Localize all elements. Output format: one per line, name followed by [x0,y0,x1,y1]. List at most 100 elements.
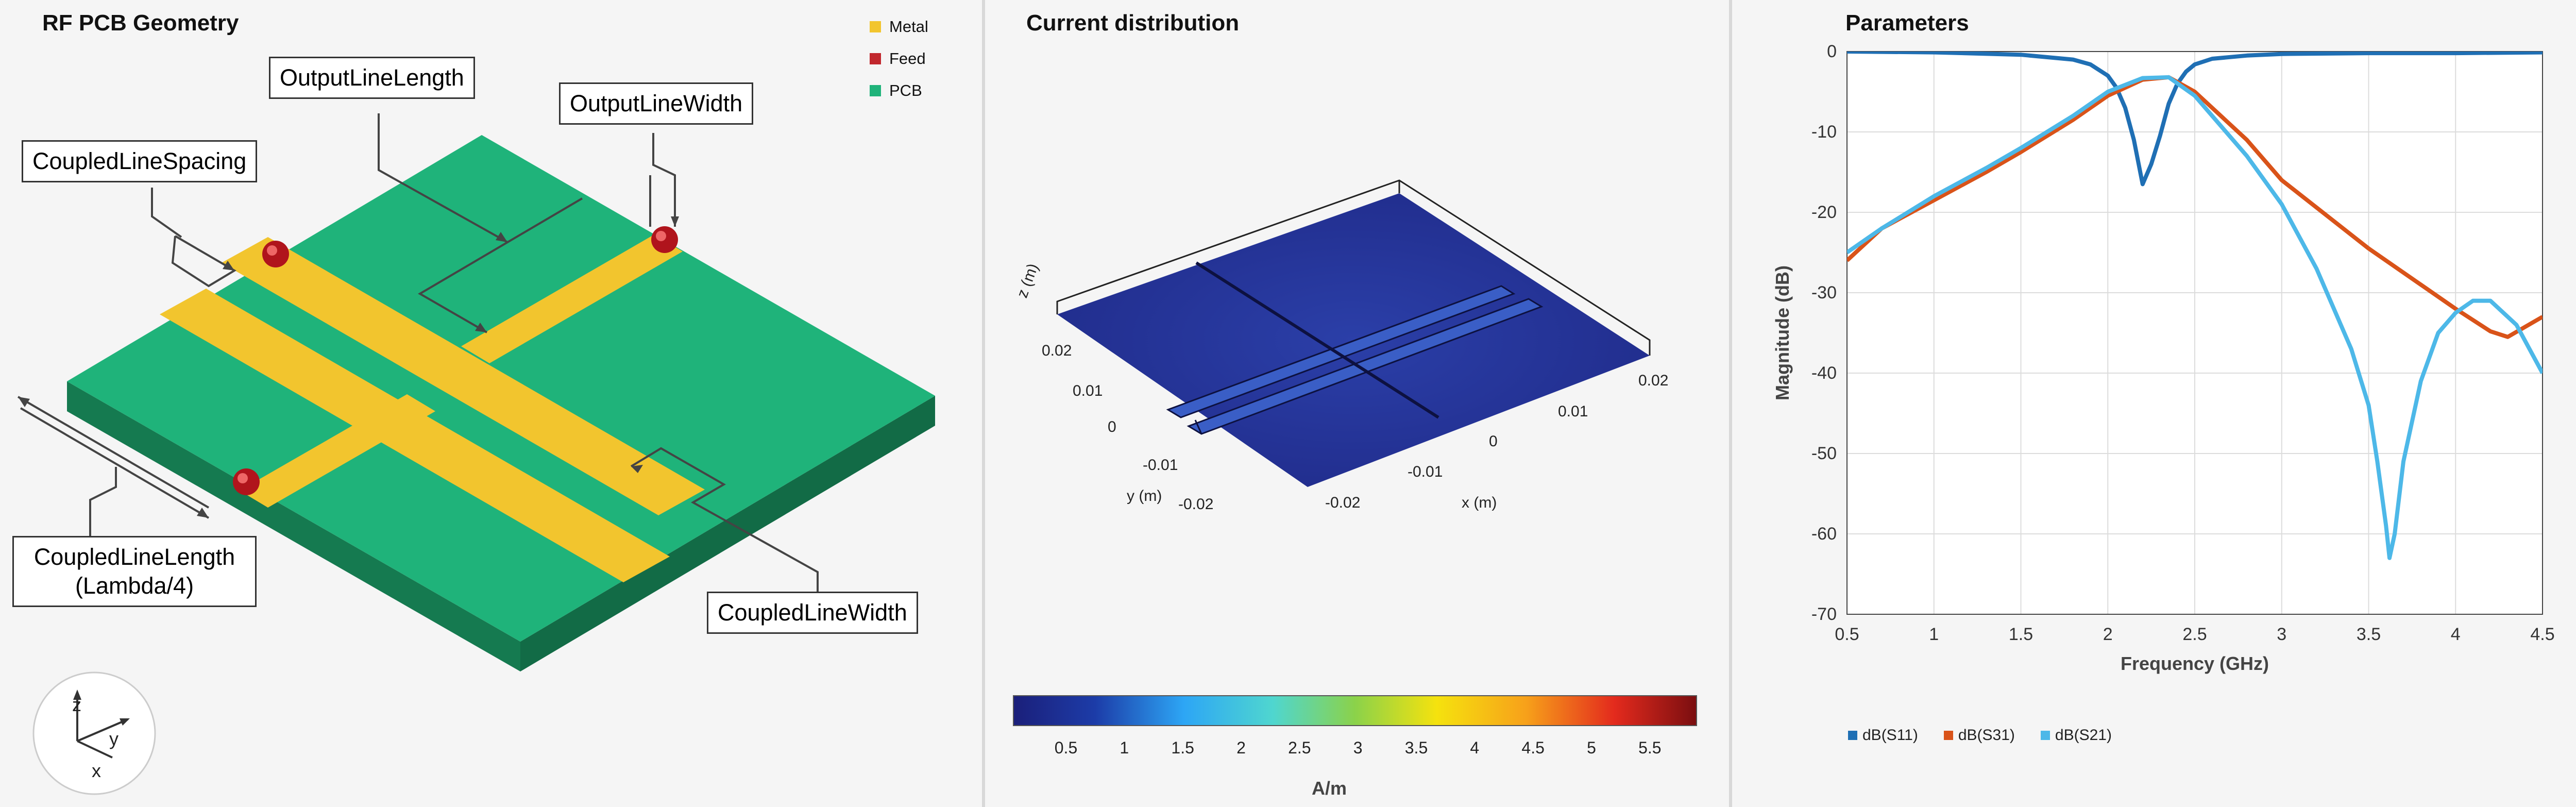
geometry-title: RF PCB Geometry [42,10,239,36]
current-distribution-view[interactable]: 0.02 z (m) 0.01 0 -0.01 -0.02 y (m) 0.02… [985,0,1729,807]
colorbar-tick-label: 5 [1587,738,1596,757]
y-tick-label: -70 [1811,604,1837,624]
legend-label-pcb: PCB [889,81,922,99]
legend-item-pcb: PCB [870,81,922,100]
dimension-leaders [17,113,819,592]
z-axis-label: z (m) [1014,261,1042,300]
metal-coupled-line-lower [160,289,670,582]
y-tick-label: -30 [1811,283,1837,302]
colorbar-tick-label: 2.5 [1288,738,1311,757]
colorbar-tick-label: 5.5 [1638,738,1661,757]
callout-coupled-line-width: CoupledLineWidth [707,592,918,634]
triad-x-label: x [92,760,101,781]
legend-label-metal: Metal [889,18,928,36]
metal-output-line-bottom [240,394,435,508]
y-tick-label: 0 [1827,42,1837,61]
sparams-panel: Parameters 0.5 1 1.5 2 2.5 3 3.5 4 4.5 0 -10 -20 -30… [1732,0,2576,807]
y-tick-1: 0 [1108,418,1116,435]
legend-item-s31: dB(S31) [1943,727,2015,744]
legend-item-feed: Feed [870,49,926,68]
panel-divider-1 [982,0,985,807]
callout-coupled-line-length: CoupledLineLength (Lambda/4) [12,536,257,607]
colorbar-ticks: 0.5 1 1.5 2 2.5 3 3.5 4 4.5 5 5.5 [1055,738,1662,757]
legend-item-s11: dB(S11) [1848,727,1918,744]
pcb-right-side [520,396,935,671]
feed-swatch [870,53,881,64]
callout-coupled-line-spacing: CoupledLineSpacing [22,140,258,182]
x-axis-label: Frequency (GHz) [2121,653,2269,674]
colorbar-tick-label: 1.5 [1171,738,1194,757]
colorbar-tick-label: 2 [1236,738,1246,757]
series-line-dbs21 [1847,75,2543,560]
x-tick-label: 3.5 [2357,625,2381,644]
callout-output-line-length: OutputLineLength [269,57,475,99]
dividing-trace [1195,261,1439,419]
x-tick-0: 0.02 [1638,372,1668,389]
colorbar-tick-label: 3 [1353,738,1363,757]
colorbar-tick-label: 4 [1470,738,1479,757]
geometry-panel: RF PCB Geometry Metal Feed PCB [0,0,982,807]
y-tick-label: -40 [1811,363,1837,383]
plot-frame [1846,51,2543,615]
s21-swatch [2040,731,2050,740]
y-tick-label: -10 [1811,122,1837,142]
colorbar-tick-label: 3.5 [1405,738,1428,757]
triad-z-label: z [72,694,81,715]
colorbar-unit: A/m [1312,778,1347,799]
y-axis-label: y (m) [1127,487,1162,505]
trace-currents [1166,285,1544,435]
metal-swatch [870,21,881,32]
x-tick-label: 4.5 [2530,625,2554,644]
colorbar [1013,695,1697,726]
x-tick-2: 0 [1489,433,1498,450]
colorbar-tick-label: 1 [1120,738,1129,757]
x-tick-label: 0.5 [1835,625,1859,644]
triad-y-label: y [109,728,118,749]
legend-label-s31: dB(S31) [1958,727,2015,744]
colorbar-tick-label: 0.5 [1055,738,1077,757]
legend-item-s21: dB(S21) [2040,727,2112,744]
pcb-geometry-view[interactable]: z y x [0,0,982,807]
panel-divider-2 [1729,0,1732,807]
sparams-title: Parameters [1845,10,1969,36]
y-tick-label: -50 [1811,444,1837,463]
z-axis-arrow [73,690,81,700]
s31-swatch [1943,731,1953,740]
box-outline [1056,179,1651,356]
sparams-legend: dB(S11) dB(S31) dB(S21) [1848,727,2112,744]
s11-swatch [1848,731,1857,740]
legend-label-s21: dB(S21) [2055,727,2112,744]
z-tick: 0.02 [1042,342,1072,359]
x-tick-1: 0.01 [1558,403,1588,420]
metal-coupled-line-upper [222,237,705,515]
callout-output-line-width: OutputLineWidth [559,82,754,125]
x-axis-label: x (m) [1462,494,1497,511]
x-tick-label: 1 [1929,625,1939,644]
dimension-arrows [18,216,679,518]
metal-output-line-top [461,234,683,363]
legend-item-metal: Metal [870,18,928,36]
pcb-swatch [870,85,881,96]
sparams-chart[interactable]: 0.5 1 1.5 2 2.5 3 3.5 4 4.5 0 -10 -20 -30 -40 -50 -60 -7… [1732,0,2576,807]
y-axis-label: Magnitude (dB) [1772,265,1793,400]
feed-port-2-highlight [656,231,666,241]
y-tick-2: -0.01 [1143,457,1178,474]
callout-coupled-line-length-note: (Lambda/4) [75,573,194,599]
series-line-dbs11 [1847,52,2543,187]
x-tick-label: 3 [2277,625,2286,644]
y-tick-3: -0.02 [1178,496,1213,513]
axes-triad[interactable] [76,693,128,759]
y-tick-0: 0.01 [1073,382,1103,399]
feed-port-1-highlight [267,245,277,256]
legend-label-feed: Feed [889,49,926,68]
feed-port-3-highlight [238,473,248,483]
callout-coupled-line-length-text: CoupledLineLength [33,544,235,570]
colorbar-tick-label: 4.5 [1521,738,1544,757]
x-tick-label: 4 [2451,625,2461,644]
current-title: Current distribution [1026,10,1240,36]
current-panel: Current distribution [985,0,1729,807]
x-tick-label: 1.5 [2009,625,2033,644]
x-tick-label: 2 [2103,625,2113,644]
x-tick-label: 2.5 [2182,625,2207,644]
y-axis-arrow [120,718,130,726]
